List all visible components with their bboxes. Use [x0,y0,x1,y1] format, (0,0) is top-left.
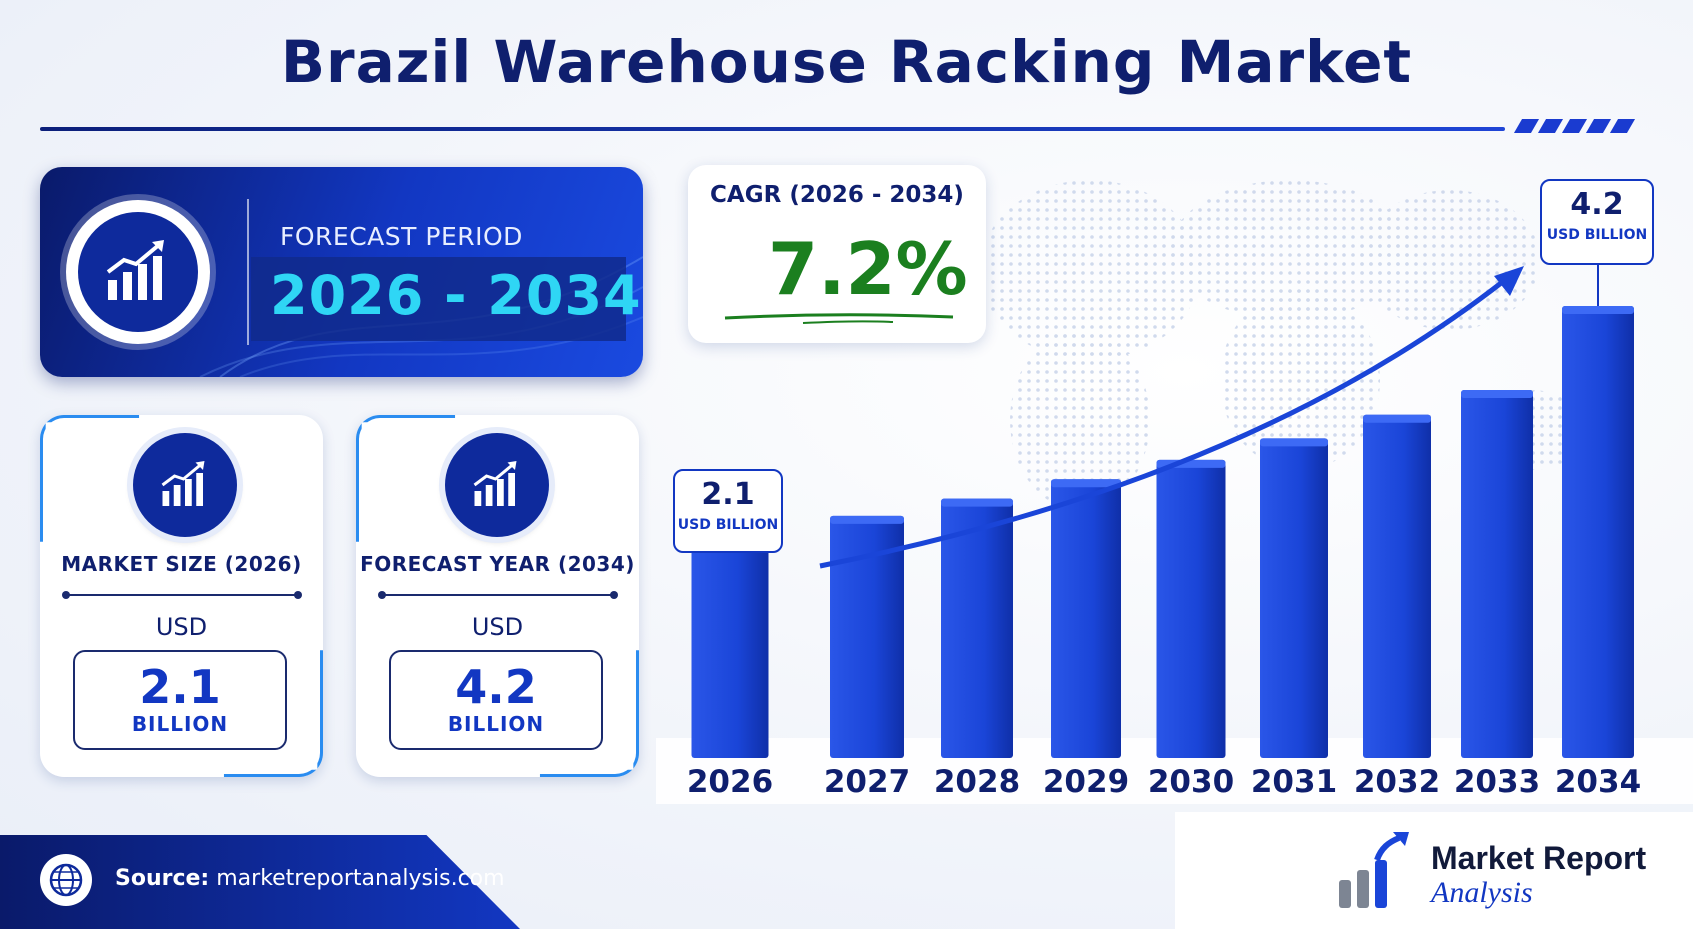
x-tick-label: 2029 [1043,764,1129,800]
x-tick-label: 2034 [1555,764,1641,800]
world-map-dots [980,180,1590,510]
x-tick-label: 2032 [1354,764,1440,800]
market-size-card: MARKET SIZE (2026) USD 2.1 BILLION [40,415,323,777]
growth-chart-icon [78,212,198,332]
start-value-callout: 2.1 USD BILLION [673,469,783,553]
cagr-label: CAGR (2026 - 2034) [710,182,964,208]
trend-arrowhead [1494,266,1524,296]
forecast-divider [247,199,249,345]
start-callout-value: 2.1 [701,477,755,512]
brand-sub: Analysis [1431,876,1533,909]
source-text: Source: marketreportanalysis.com [115,866,505,891]
growth-chart-icon [445,433,549,537]
market-size-value-box: 2.1 BILLION [73,650,287,750]
end-value-callout: 4.2 USD BILLION [1540,179,1654,265]
forecast-year-value: 4.2 [455,660,537,714]
bar-2030 [1156,459,1226,758]
forecast-year-rule [378,591,618,599]
bar-2031 [1260,438,1328,758]
forecast-year-value-box: 4.2 BILLION [389,650,603,750]
bar-2028 [941,498,1013,758]
forecast-period-value: 2026 - 2034 [270,264,642,327]
x-tick-label: 2028 [934,764,1020,800]
brand-name: Market Report [1431,840,1647,876]
x-tick-label: 2031 [1251,764,1337,800]
forecast-year-currency: USD [471,613,524,641]
market-size-rule [62,591,302,599]
x-tick-label: 2033 [1454,764,1540,800]
trend-arrow [819,278,1507,569]
x-tick-label: 2030 [1148,764,1234,800]
globe-icon [40,854,92,906]
cagr-value: 7.2% [768,227,968,311]
cagr-underline [724,313,954,324]
bar-2029 [1051,479,1121,758]
forecast-period-value-box [251,257,626,341]
market-size-label: MARKET SIZE (2026) [61,552,302,576]
source-label: Source: [115,866,210,891]
source-link[interactable]: marketreportanalysis.com [216,866,505,891]
start-callout-unit: USD BILLION [677,517,779,533]
bar-2032 [1363,414,1431,758]
forecast-period-label: FORECAST PERIOD [280,222,523,251]
x-tick-label: 2026 [687,764,773,800]
forecast-year-unit: BILLION [447,712,545,736]
forecast-year-card: FORECAST YEAR (2034) USD 4.2 BILLION [356,415,639,777]
market-size-currency: USD [155,613,208,641]
cagr-card: CAGR (2026 - 2034) 7.2% [688,165,986,343]
bar-2026 [691,532,769,758]
forecast-period-card: FORECAST PERIOD 2026 - 2034 [40,167,643,377]
end-callout-value: 4.2 [1570,187,1624,222]
bar-2033 [1461,389,1533,758]
end-callout-unit: USD BILLION [1546,227,1648,243]
x-tick-label: 2027 [824,764,910,800]
bar-2027 [830,515,904,758]
growth-chart-icon-ring [66,200,210,344]
brand-logo-icon [1339,832,1409,908]
page-title: Brazil Warehouse Racking Market [280,28,1413,96]
growth-chart-icon [133,433,237,537]
title-divider [40,127,1505,131]
market-size-unit: BILLION [131,712,229,736]
forecast-year-label: FORECAST YEAR (2034) [360,552,635,576]
market-size-value: 2.1 [139,660,221,714]
brand-area [1175,812,1693,929]
bar-2034 [1562,306,1634,758]
